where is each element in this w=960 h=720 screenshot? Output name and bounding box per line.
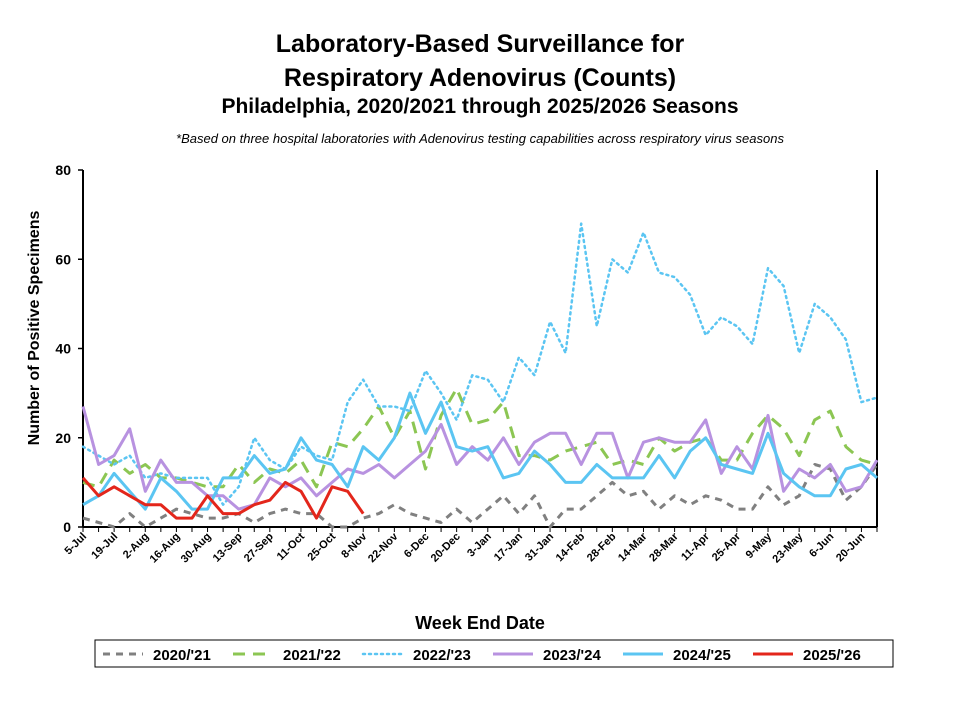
x-tick-label: 20-Jun bbox=[834, 530, 868, 564]
chart-title-line2: Respiratory Adenovirus (Counts) bbox=[283, 64, 677, 92]
x-tick-label: 14-Mar bbox=[616, 530, 650, 564]
series-line-5 bbox=[81, 476, 365, 520]
x-tick-label: 22-Nov bbox=[366, 530, 401, 565]
y-axis-label: Number of Positive Specimens bbox=[26, 211, 43, 446]
y-tick-label: 0 bbox=[63, 519, 71, 535]
y-tick-label: 80 bbox=[55, 162, 71, 178]
x-tick-label: 27-Sep bbox=[242, 530, 276, 564]
legend-label: 2024/'25 bbox=[673, 647, 731, 664]
x-axis-label: Week End Date bbox=[415, 613, 545, 633]
series-line-2 bbox=[81, 222, 879, 506]
x-tick-label: 30-Aug bbox=[179, 531, 214, 566]
x-tick-label: 14-Feb bbox=[554, 530, 588, 564]
x-tick-label: 11-Oct bbox=[275, 530, 308, 563]
x-tick-label: 17-Jan bbox=[492, 530, 525, 563]
legend-label: 2025/'26 bbox=[803, 647, 861, 664]
chart-title: Laboratory-Based Surveillance for bbox=[275, 30, 685, 58]
x-tick-label: 3-Jan bbox=[465, 530, 494, 559]
x-tick-label: 28-Feb bbox=[585, 530, 619, 564]
legend-label: 2020/'21 bbox=[153, 647, 211, 664]
legend-label: 2022/'23 bbox=[413, 647, 471, 664]
series-line-4 bbox=[82, 391, 878, 511]
x-tick-label: 16-Aug bbox=[148, 531, 183, 566]
legend-label: 2023/'24 bbox=[543, 647, 601, 664]
y-tick-label: 20 bbox=[55, 430, 71, 446]
y-tick-label: 60 bbox=[55, 251, 71, 267]
chart-note: *Based on three hospital laboratories wi… bbox=[176, 131, 784, 146]
x-tick-label: 31-Jan bbox=[523, 530, 556, 563]
legend-label: 2021/'22 bbox=[283, 647, 341, 664]
x-tick-label: 11-Apr bbox=[679, 530, 712, 563]
x-tick-label: 28-Mar bbox=[647, 530, 681, 564]
x-tick-label: 25-Apr bbox=[710, 530, 744, 564]
x-tick-label: 23-May bbox=[770, 530, 805, 565]
y-tick-label: 40 bbox=[55, 341, 71, 357]
x-tick-label: 6-Dec bbox=[402, 531, 432, 561]
x-tick-label: 13-Sep bbox=[211, 530, 245, 564]
x-tick-label: 25-Oct bbox=[306, 530, 339, 563]
series-line-1 bbox=[82, 387, 878, 489]
x-tick-label: 6-Jun bbox=[807, 530, 836, 559]
series-line-0 bbox=[82, 463, 879, 529]
chart-subtitle: Philadelphia, 2020/2021 through 2025/202… bbox=[221, 95, 739, 118]
x-tick-label: 19-Jul bbox=[89, 531, 120, 562]
x-tick-label: 20-Dec bbox=[429, 531, 463, 565]
